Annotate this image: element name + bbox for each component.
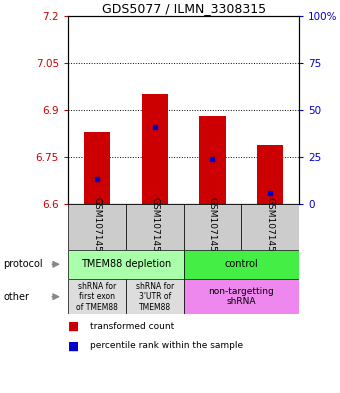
Bar (142, 94, 168, 204)
Text: GSM1071455: GSM1071455 (266, 196, 275, 257)
Bar (184, 204, 241, 250)
Bar (184, 279, 299, 314)
Bar (68, 250, 184, 279)
Text: shRNA for
3'UTR of
TMEM88: shRNA for 3'UTR of TMEM88 (136, 282, 174, 312)
Text: other: other (3, 292, 29, 302)
Bar (184, 250, 299, 279)
Text: protocol: protocol (3, 259, 43, 269)
Text: GSM1071456: GSM1071456 (150, 196, 159, 257)
Text: shRNA for
first exon
of TMEM88: shRNA for first exon of TMEM88 (76, 282, 118, 312)
Text: GSM1071457: GSM1071457 (92, 196, 101, 257)
Text: GSM1071454: GSM1071454 (208, 197, 217, 257)
Text: TMEM88 depletion: TMEM88 depletion (81, 259, 171, 269)
Bar (257, 145, 283, 204)
Bar (200, 116, 225, 204)
Text: control: control (224, 259, 258, 269)
Bar (68, 279, 126, 314)
Bar (68, 204, 126, 250)
Text: ■: ■ (68, 339, 79, 353)
Text: non-targetting
shRNA: non-targetting shRNA (208, 287, 274, 307)
Bar (84, 132, 110, 204)
Text: percentile rank within the sample: percentile rank within the sample (90, 342, 243, 350)
Bar (241, 204, 299, 250)
Bar (126, 279, 184, 314)
Title: GDS5077 / ILMN_3308315: GDS5077 / ILMN_3308315 (102, 2, 266, 15)
Text: transformed count: transformed count (90, 322, 174, 331)
Bar (126, 204, 184, 250)
Text: ■: ■ (68, 320, 79, 333)
